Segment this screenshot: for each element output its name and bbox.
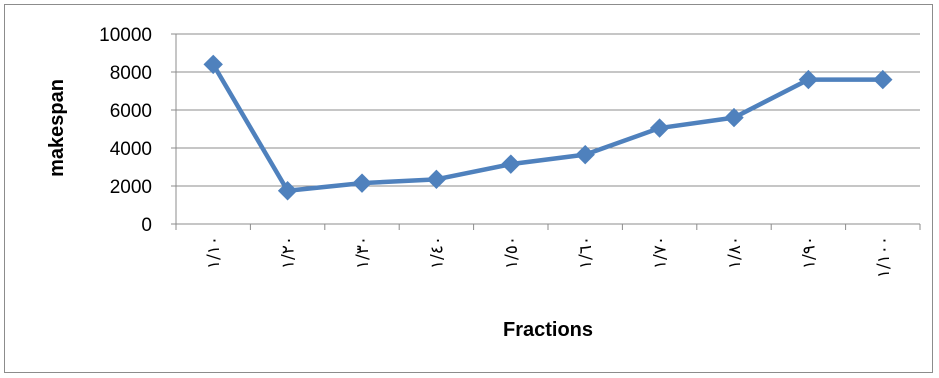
y-tick-label: 4000	[110, 139, 152, 160]
data-point-marker	[426, 169, 447, 190]
x-tick-label: ١/٢٠	[279, 236, 299, 269]
x-tick-label: ١/١٠	[204, 236, 224, 269]
data-point-marker	[277, 181, 298, 201]
x-tick-label: ١/٧٠	[651, 236, 671, 269]
x-tick-label: ١/٥٠	[502, 236, 522, 269]
y-tick-label: 2000	[110, 177, 152, 198]
x-tick-labels: ١/١٠ ١/٢٠ ١/٣٠ ١/٤٠ ١/٥٠ ١/٦٠ ١/٧٠ ١/٨٠ ١/٩٠ ١/١٠…	[204, 236, 894, 278]
series-line	[211, 63, 883, 193]
y-tick-label: 6000	[110, 101, 152, 122]
x-tick-label: ١/٤٠	[427, 236, 447, 269]
x-tick-label: ١/١٠٠	[874, 236, 894, 278]
series-makespan	[203, 54, 893, 201]
axes	[171, 33, 921, 230]
data-point-marker	[649, 118, 670, 138]
x-tick-label: ١/٦٠	[576, 236, 596, 269]
y-tick-label: 0	[141, 215, 152, 236]
data-point-marker	[798, 69, 819, 90]
data-point-marker	[203, 54, 223, 75]
gridlines	[176, 33, 920, 187]
data-point-marker	[724, 107, 744, 128]
data-point-marker	[501, 154, 521, 174]
y-tick-label: 8000	[110, 63, 152, 84]
data-point-marker	[873, 69, 893, 90]
data-point-marker	[575, 144, 595, 165]
chart-frame	[4, 4, 933, 373]
x-tick-label: ١/٣٠	[353, 236, 373, 269]
x-tick-label: ١/٩٠	[799, 236, 819, 269]
y-axis-title: makespan	[46, 79, 68, 177]
y-tick-labels: 10000 8000 6000 4000 2000 0	[99, 25, 152, 236]
x-tick-label: ١/٨٠	[725, 236, 745, 269]
x-axis-title: Fractions	[503, 319, 593, 341]
data-point-marker	[352, 173, 372, 193]
y-tick-label: 10000	[99, 25, 152, 46]
